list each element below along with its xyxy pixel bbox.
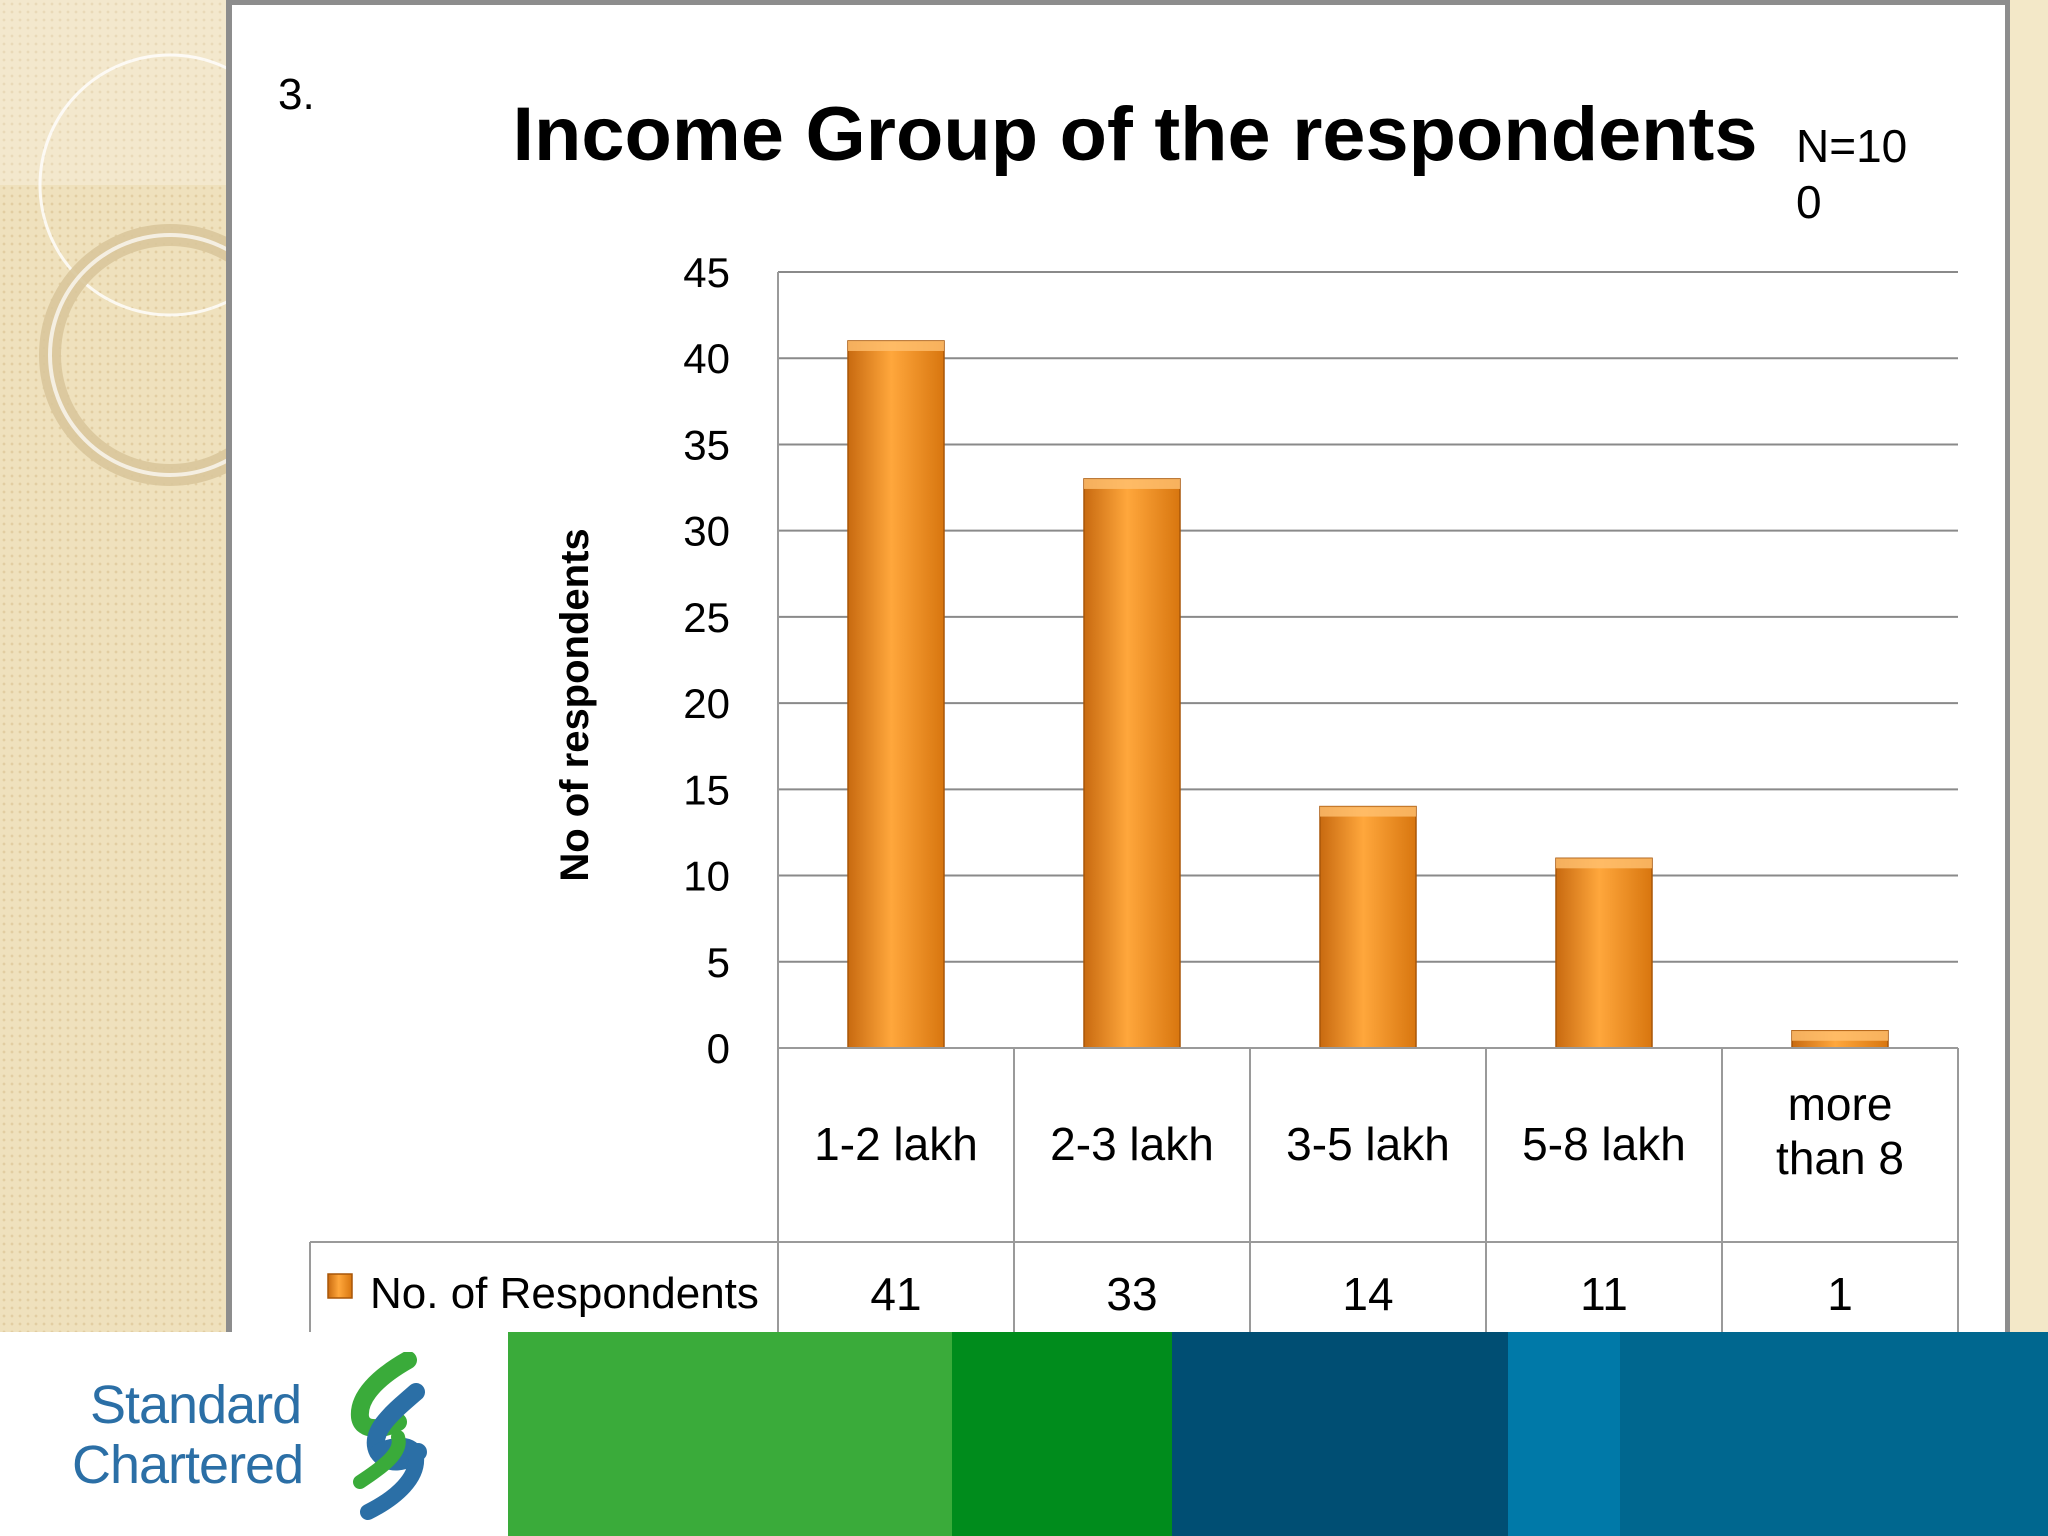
- footer-color-band: [952, 1332, 1172, 1536]
- y-tick-label: 45: [683, 249, 730, 296]
- y-tick-label: 40: [683, 335, 730, 382]
- bar-highlight: [1792, 1030, 1888, 1041]
- x-category-label: 5-8 lakh: [1522, 1118, 1686, 1170]
- bar-highlight: [1320, 806, 1416, 817]
- bar-3: [1555, 857, 1653, 1049]
- legend-key-swatch: [327, 1273, 353, 1299]
- footer-color-band: [1508, 1332, 1620, 1536]
- y-tick-label: 30: [683, 508, 730, 555]
- sample-size-label: N=100: [1796, 120, 1908, 228]
- x-category-label: 3-5 lakh: [1286, 1118, 1450, 1170]
- standard-chartered-logo-icon: [350, 1352, 427, 1520]
- bar-0: [847, 340, 945, 1049]
- y-tick-label: 35: [683, 421, 730, 468]
- x-category-label: 1-2 lakh: [814, 1118, 978, 1170]
- bar-1: [1083, 478, 1181, 1049]
- data-table-value: 14: [1342, 1268, 1393, 1320]
- logo-text-chartered: Chartered: [72, 1435, 304, 1495]
- y-tick-label: 20: [683, 680, 730, 727]
- data-table-value: 1: [1827, 1268, 1853, 1320]
- footer-bar: Standard Chartered: [0, 1332, 2048, 1536]
- y-axis-label: No of respondents: [553, 528, 597, 881]
- bar-highlight: [848, 340, 944, 351]
- footer-color-band: [1172, 1332, 1508, 1536]
- x-category-label: 2-3 lakh: [1050, 1118, 1214, 1170]
- y-tick-label: 0: [707, 1025, 730, 1072]
- bar-chart: Income Group of the respondents No of re…: [309, 92, 1959, 1332]
- decorative-rings: [0, 0, 232, 486]
- x-category-label: more than 8: [1776, 1078, 1904, 1184]
- logo-text-standard: Standard: [90, 1375, 302, 1435]
- data-table-value: 11: [1580, 1268, 1628, 1320]
- data-table-value: 33: [1106, 1268, 1157, 1320]
- legend-series-name: No. of Respondents: [370, 1269, 759, 1318]
- logo-area: Standard Chartered: [0, 1332, 508, 1536]
- y-tick-label: 5: [707, 939, 730, 986]
- bar-highlight: [1084, 478, 1180, 489]
- y-tick-label: 25: [683, 594, 730, 641]
- bar-highlight: [1556, 858, 1652, 869]
- y-tick-label: 15: [683, 766, 730, 813]
- slide-number: 3.: [278, 70, 315, 119]
- chart-title: Income Group of the respondents: [513, 92, 1758, 177]
- y-tick-label: 10: [683, 853, 730, 900]
- footer-color-band: [508, 1332, 952, 1536]
- data-table-value: 41: [870, 1268, 921, 1320]
- bar-2: [1319, 805, 1417, 1049]
- footer-color-band: [1620, 1332, 2048, 1536]
